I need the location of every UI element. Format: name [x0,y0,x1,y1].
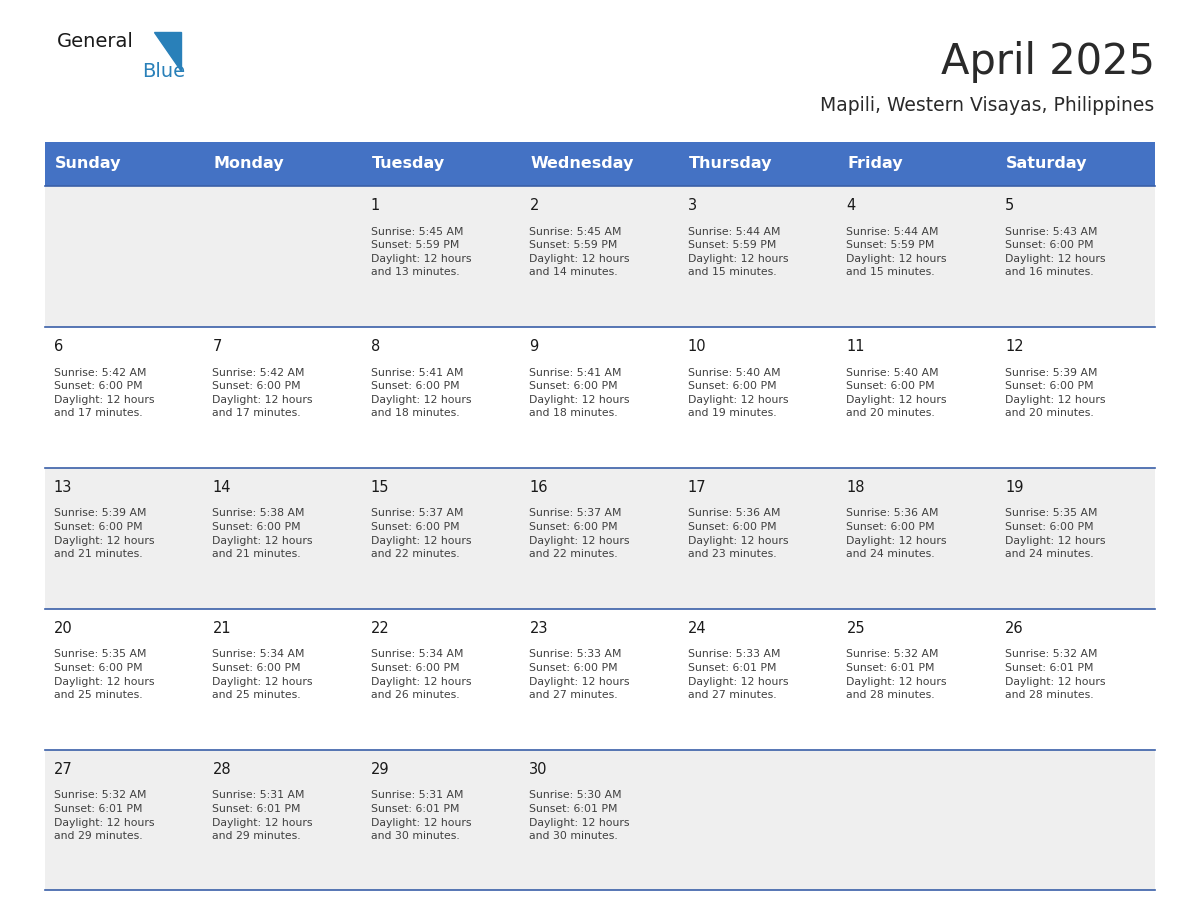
Text: Sunrise: 5:32 AM
Sunset: 6:01 PM
Daylight: 12 hours
and 29 minutes.: Sunrise: 5:32 AM Sunset: 6:01 PM Dayligh… [53,790,154,841]
FancyBboxPatch shape [45,327,1155,467]
Text: 21: 21 [213,621,230,636]
Text: Sunday: Sunday [55,156,121,172]
FancyBboxPatch shape [45,749,1155,890]
Text: Sunrise: 5:36 AM
Sunset: 6:00 PM
Daylight: 12 hours
and 24 minutes.: Sunrise: 5:36 AM Sunset: 6:00 PM Dayligh… [846,509,947,559]
Text: 3: 3 [688,198,697,213]
Text: Sunrise: 5:43 AM
Sunset: 6:00 PM
Daylight: 12 hours
and 16 minutes.: Sunrise: 5:43 AM Sunset: 6:00 PM Dayligh… [1005,227,1106,277]
Text: 10: 10 [688,340,707,354]
FancyBboxPatch shape [45,609,1155,749]
Text: Sunrise: 5:44 AM
Sunset: 5:59 PM
Daylight: 12 hours
and 15 minutes.: Sunrise: 5:44 AM Sunset: 5:59 PM Dayligh… [846,227,947,277]
Text: Sunrise: 5:45 AM
Sunset: 5:59 PM
Daylight: 12 hours
and 14 minutes.: Sunrise: 5:45 AM Sunset: 5:59 PM Dayligh… [530,227,630,277]
Text: Friday: Friday [847,156,903,172]
Text: Sunrise: 5:31 AM
Sunset: 6:01 PM
Daylight: 12 hours
and 29 minutes.: Sunrise: 5:31 AM Sunset: 6:01 PM Dayligh… [213,790,312,841]
Text: 2: 2 [530,198,539,213]
Text: Saturday: Saturday [1006,156,1087,172]
Text: General: General [57,32,134,51]
Polygon shape [154,32,181,71]
FancyBboxPatch shape [203,142,362,185]
Text: Sunrise: 5:42 AM
Sunset: 6:00 PM
Daylight: 12 hours
and 17 minutes.: Sunrise: 5:42 AM Sunset: 6:00 PM Dayligh… [213,367,312,419]
Text: Sunrise: 5:31 AM
Sunset: 6:01 PM
Daylight: 12 hours
and 30 minutes.: Sunrise: 5:31 AM Sunset: 6:01 PM Dayligh… [371,790,472,841]
Text: Sunrise: 5:41 AM
Sunset: 6:00 PM
Daylight: 12 hours
and 18 minutes.: Sunrise: 5:41 AM Sunset: 6:00 PM Dayligh… [371,367,472,419]
Text: Sunrise: 5:32 AM
Sunset: 6:01 PM
Daylight: 12 hours
and 28 minutes.: Sunrise: 5:32 AM Sunset: 6:01 PM Dayligh… [1005,649,1106,700]
Text: 23: 23 [530,621,548,636]
Text: 25: 25 [846,621,865,636]
Text: 6: 6 [53,340,63,354]
FancyBboxPatch shape [45,467,1155,609]
Text: 29: 29 [371,762,390,778]
Text: 28: 28 [213,762,230,778]
Text: 9: 9 [530,340,538,354]
Text: Sunrise: 5:35 AM
Sunset: 6:00 PM
Daylight: 12 hours
and 24 minutes.: Sunrise: 5:35 AM Sunset: 6:00 PM Dayligh… [1005,509,1106,559]
Text: Thursday: Thursday [689,156,772,172]
Text: 24: 24 [688,621,707,636]
Text: April 2025: April 2025 [941,41,1155,84]
Text: Sunrise: 5:42 AM
Sunset: 6:00 PM
Daylight: 12 hours
and 17 minutes.: Sunrise: 5:42 AM Sunset: 6:00 PM Dayligh… [53,367,154,419]
Text: 4: 4 [846,198,855,213]
Text: Sunrise: 5:34 AM
Sunset: 6:00 PM
Daylight: 12 hours
and 25 minutes.: Sunrise: 5:34 AM Sunset: 6:00 PM Dayligh… [213,649,312,700]
Text: Sunrise: 5:39 AM
Sunset: 6:00 PM
Daylight: 12 hours
and 21 minutes.: Sunrise: 5:39 AM Sunset: 6:00 PM Dayligh… [53,509,154,559]
Text: 19: 19 [1005,480,1023,496]
Text: Sunrise: 5:36 AM
Sunset: 6:00 PM
Daylight: 12 hours
and 23 minutes.: Sunrise: 5:36 AM Sunset: 6:00 PM Dayligh… [688,509,789,559]
Text: 1: 1 [371,198,380,213]
Text: 7: 7 [213,340,222,354]
Text: Monday: Monday [213,156,284,172]
Text: 5: 5 [1005,198,1015,213]
FancyBboxPatch shape [45,142,203,185]
Text: Sunrise: 5:40 AM
Sunset: 6:00 PM
Daylight: 12 hours
and 19 minutes.: Sunrise: 5:40 AM Sunset: 6:00 PM Dayligh… [688,367,789,419]
FancyBboxPatch shape [838,142,997,185]
Text: Sunrise: 5:41 AM
Sunset: 6:00 PM
Daylight: 12 hours
and 18 minutes.: Sunrise: 5:41 AM Sunset: 6:00 PM Dayligh… [530,367,630,419]
Text: 14: 14 [213,480,230,496]
Text: 27: 27 [53,762,72,778]
Text: Tuesday: Tuesday [372,156,444,172]
Text: Sunrise: 5:35 AM
Sunset: 6:00 PM
Daylight: 12 hours
and 25 minutes.: Sunrise: 5:35 AM Sunset: 6:00 PM Dayligh… [53,649,154,700]
Text: Sunrise: 5:33 AM
Sunset: 6:00 PM
Daylight: 12 hours
and 27 minutes.: Sunrise: 5:33 AM Sunset: 6:00 PM Dayligh… [530,649,630,700]
Text: Sunrise: 5:44 AM
Sunset: 5:59 PM
Daylight: 12 hours
and 15 minutes.: Sunrise: 5:44 AM Sunset: 5:59 PM Dayligh… [688,227,789,277]
Text: 16: 16 [530,480,548,496]
FancyBboxPatch shape [680,142,838,185]
FancyBboxPatch shape [997,142,1155,185]
Text: Sunrise: 5:33 AM
Sunset: 6:01 PM
Daylight: 12 hours
and 27 minutes.: Sunrise: 5:33 AM Sunset: 6:01 PM Dayligh… [688,649,789,700]
Text: 17: 17 [688,480,707,496]
Text: 18: 18 [846,480,865,496]
Text: Sunrise: 5:37 AM
Sunset: 6:00 PM
Daylight: 12 hours
and 22 minutes.: Sunrise: 5:37 AM Sunset: 6:00 PM Dayligh… [371,509,472,559]
Text: 11: 11 [846,340,865,354]
Text: 22: 22 [371,621,390,636]
Text: Sunrise: 5:34 AM
Sunset: 6:00 PM
Daylight: 12 hours
and 26 minutes.: Sunrise: 5:34 AM Sunset: 6:00 PM Dayligh… [371,649,472,700]
FancyBboxPatch shape [45,185,1155,327]
Text: 8: 8 [371,340,380,354]
Text: 13: 13 [53,480,72,496]
Text: Sunrise: 5:39 AM
Sunset: 6:00 PM
Daylight: 12 hours
and 20 minutes.: Sunrise: 5:39 AM Sunset: 6:00 PM Dayligh… [1005,367,1106,419]
Text: 12: 12 [1005,340,1024,354]
Text: 20: 20 [53,621,72,636]
Text: 30: 30 [530,762,548,778]
FancyBboxPatch shape [520,142,680,185]
Text: Sunrise: 5:32 AM
Sunset: 6:01 PM
Daylight: 12 hours
and 28 minutes.: Sunrise: 5:32 AM Sunset: 6:01 PM Dayligh… [846,649,947,700]
Text: Sunrise: 5:37 AM
Sunset: 6:00 PM
Daylight: 12 hours
and 22 minutes.: Sunrise: 5:37 AM Sunset: 6:00 PM Dayligh… [530,509,630,559]
Text: Sunrise: 5:40 AM
Sunset: 6:00 PM
Daylight: 12 hours
and 20 minutes.: Sunrise: 5:40 AM Sunset: 6:00 PM Dayligh… [846,367,947,419]
Text: Wednesday: Wednesday [530,156,633,172]
FancyBboxPatch shape [362,142,520,185]
Text: Blue: Blue [143,62,185,81]
Text: Sunrise: 5:30 AM
Sunset: 6:01 PM
Daylight: 12 hours
and 30 minutes.: Sunrise: 5:30 AM Sunset: 6:01 PM Dayligh… [530,790,630,841]
Text: Sunrise: 5:45 AM
Sunset: 5:59 PM
Daylight: 12 hours
and 13 minutes.: Sunrise: 5:45 AM Sunset: 5:59 PM Dayligh… [371,227,472,277]
Text: Mapili, Western Visayas, Philippines: Mapili, Western Visayas, Philippines [821,96,1155,116]
Text: 26: 26 [1005,621,1024,636]
Text: 15: 15 [371,480,390,496]
Text: Sunrise: 5:38 AM
Sunset: 6:00 PM
Daylight: 12 hours
and 21 minutes.: Sunrise: 5:38 AM Sunset: 6:00 PM Dayligh… [213,509,312,559]
